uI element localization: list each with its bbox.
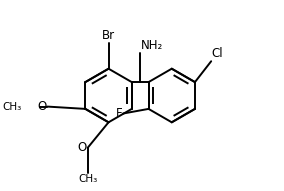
Text: Cl: Cl [212, 47, 224, 60]
Text: O: O [37, 100, 46, 113]
Text: O: O [77, 141, 87, 154]
Text: Br: Br [102, 29, 115, 42]
Text: CH₃: CH₃ [78, 174, 97, 184]
Text: CH₃: CH₃ [2, 102, 21, 112]
Text: F: F [115, 107, 122, 120]
Text: NH₂: NH₂ [141, 39, 164, 52]
